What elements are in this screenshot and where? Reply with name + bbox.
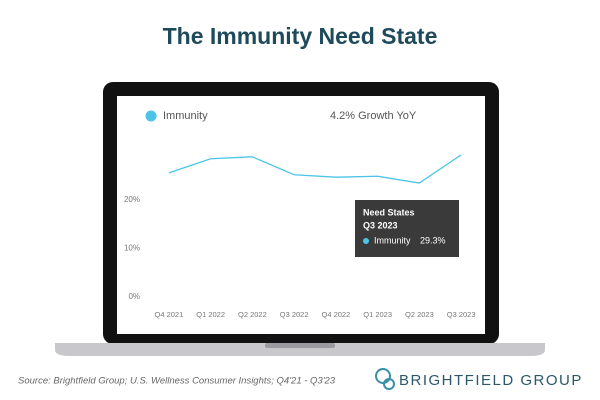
legend-marker — [145, 110, 157, 122]
tooltip-heading: Need States — [363, 207, 415, 217]
laptop-notch — [265, 343, 335, 348]
tooltip-marker — [363, 238, 369, 244]
annotation: 4.2% Growth YoY — [330, 110, 417, 122]
x-tick-label: Q4 2021 — [154, 310, 183, 319]
tooltip-period: Q3 2023 — [363, 220, 398, 230]
tooltip-box — [355, 200, 459, 257]
x-tick-label: Q1 2022 — [196, 310, 225, 319]
x-tick-label: Q4 2022 — [321, 310, 350, 319]
tooltip-value: 29.3% — [420, 235, 446, 245]
page-title: The Immunity Need State — [163, 23, 438, 49]
data-line — [168, 154, 462, 184]
x-tick-label: Q3 2023 — [447, 310, 476, 319]
laptop-base — [55, 343, 545, 356]
tooltip-series: Immunity — [374, 235, 411, 245]
brand-logo — [375, 368, 395, 390]
x-tick-label: Q1 2023 — [363, 310, 392, 319]
y-tick-label: 0% — [128, 292, 140, 301]
x-tick-label: Q3 2022 — [280, 310, 309, 319]
brand-name: BRIGHTFIELD GROUP — [399, 372, 583, 389]
plot: 0% 10% 20% Q4 2021 Q1 2022 Q2 2022 Q3 2022 Q4 2… — [124, 154, 476, 319]
x-tick-label: Q2 2023 — [405, 310, 434, 319]
y-tick-label: 10% — [124, 244, 140, 253]
legend-label: Immunity — [163, 110, 208, 122]
y-tick-label: 20% — [124, 195, 140, 204]
source: Source: Brightfield Group; U.S. Wellness… — [18, 376, 336, 387]
x-tick-label: Q2 2022 — [238, 310, 267, 319]
